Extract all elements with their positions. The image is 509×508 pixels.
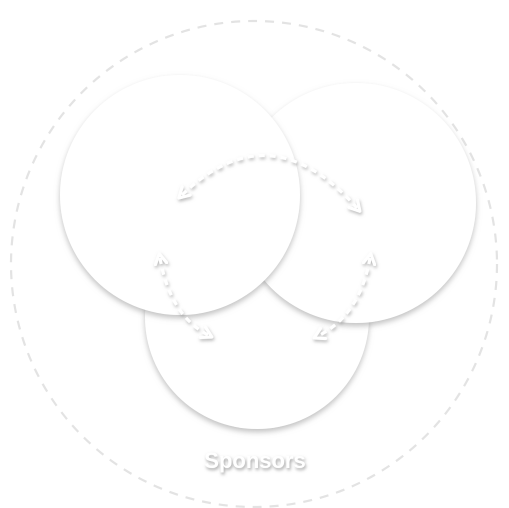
outer-circle-label: Sponsors <box>204 448 305 473</box>
arrow-top <box>182 154 357 208</box>
left-circle <box>60 75 300 315</box>
arrow-right <box>318 258 370 336</box>
outer-dashed-circle <box>9 19 499 508</box>
arrows <box>160 154 370 336</box>
arrow-left <box>160 258 208 335</box>
